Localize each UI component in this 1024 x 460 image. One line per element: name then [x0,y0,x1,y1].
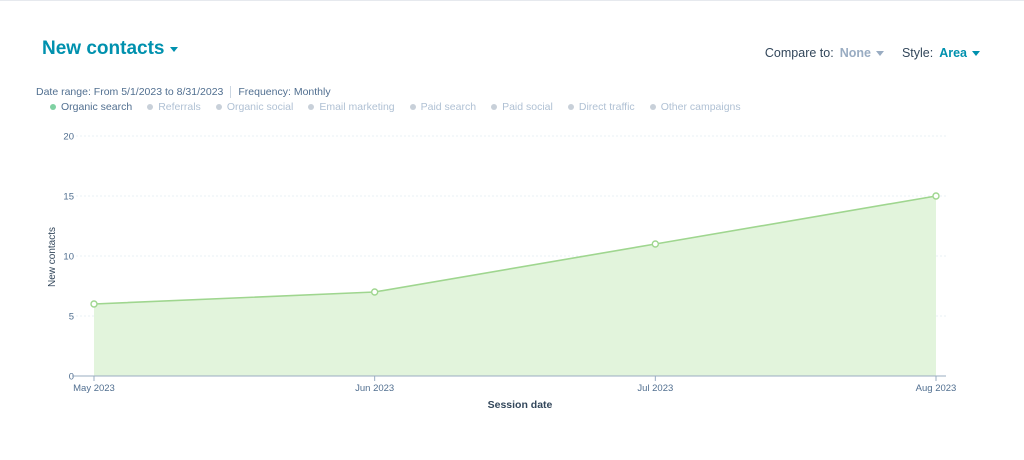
data-point [90,300,98,308]
report-title: New contacts [42,38,165,59]
legend-item[interactable]: Paid social [491,101,553,113]
y-tick-label: 5 [69,312,74,323]
legend-item[interactable]: Referrals [147,101,201,113]
legend-dot-icon [308,104,315,110]
compare-control: Compare to: None [765,46,884,60]
x-axis-title: Session date [488,399,553,411]
legend-item[interactable]: Organic social [215,101,294,113]
legend-item[interactable]: Other campaigns [649,101,741,113]
legend-label: Direct traffic [578,101,635,113]
legend-label: Paid search [420,101,477,113]
legend-label: Paid social [502,101,553,113]
chevron-down-icon [972,50,980,56]
y-tick-label: 20 [63,132,74,143]
date-range-text: Date range: From 5/1/2023 to 8/31/2023 [36,86,224,98]
style-dropdown[interactable]: Area [939,46,980,60]
legend-dot-icon [215,104,222,110]
data-point [370,288,379,296]
legend-dot-icon [147,104,154,110]
series-line [93,195,937,305]
compare-dropdown[interactable]: None [840,46,884,60]
chevron-down-icon [875,50,884,56]
legend-label: Organic search [61,101,133,113]
style-control: Style: Area [902,46,980,60]
data-point [651,240,660,248]
legend-label: Organic social [226,101,294,113]
legend-label: Email marketing [319,101,395,113]
legend-dot-icon [409,104,416,110]
frequency-text: Frequency: Monthly [238,86,331,98]
y-tick-label: 15 [63,192,74,203]
report-controls: Compare to: None Style: Area [765,46,980,60]
y-tick-label: 0 [69,372,74,383]
chevron-down-icon [170,46,179,52]
style-label: Style: [901,46,934,60]
report-meta: Date range: From 5/1/2023 to 8/31/2023 F… [36,86,331,98]
legend-item[interactable]: Paid search [409,101,477,113]
x-tick-label: May 2023 [73,383,115,394]
top-divider [0,0,1024,1]
legend-label: Other campaigns [660,101,741,113]
y-tick-label: 10 [63,252,74,263]
x-tick-label: Jun 2023 [355,383,394,394]
legend-dot-icon [649,104,656,110]
data-point [932,192,940,200]
chart-legend: Organic search Referrals Organic social Ema… [50,101,741,113]
legend-label: Referrals [158,101,201,113]
legend-dot-icon [491,104,498,110]
legend-dot-icon [567,104,574,110]
legend-item[interactable]: Direct traffic [567,101,635,113]
meta-divider [230,86,232,98]
compare-label: Compare to: [764,46,834,60]
y-axis-title: New contacts [47,227,58,287]
legend-item[interactable]: Organic search [50,101,132,113]
x-tick-label: Aug 2023 [916,383,957,394]
style-value: Area [939,46,967,60]
x-tick-label: Jul 2023 [637,383,673,394]
legend-item[interactable]: Email marketing [308,101,395,113]
legend-dot-icon [50,104,56,110]
series-area [94,196,936,376]
report-title-dropdown[interactable]: New contacts [42,38,179,60]
compare-value: None [839,46,871,60]
